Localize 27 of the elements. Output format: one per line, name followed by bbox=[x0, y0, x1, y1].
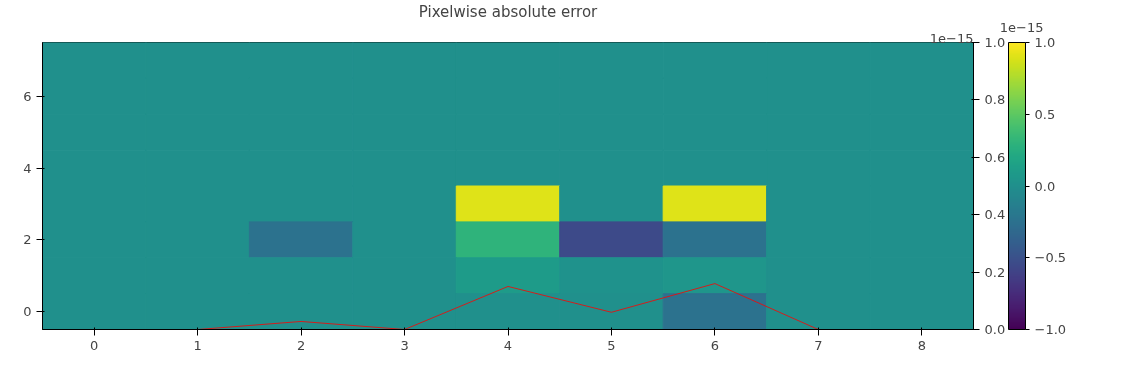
y2-tick-label: 0.6 bbox=[984, 149, 1006, 165]
y2-tick-label: 0.2 bbox=[984, 264, 1006, 280]
annotation: 1e−15 bbox=[929, 30, 974, 46]
y-tick-label: 2 bbox=[23, 232, 32, 248]
y-tick-label: 6 bbox=[23, 88, 32, 104]
y2-tick-label: 1.0 bbox=[984, 35, 1006, 50]
x-tick-label: 5 bbox=[607, 337, 616, 353]
x-tick-label: 6 bbox=[710, 337, 720, 353]
x-tick-label: 8 bbox=[917, 337, 926, 353]
color-bar-label: 0.0 bbox=[1034, 178, 1056, 194]
y2-tick-label: 0.4 bbox=[984, 207, 1006, 223]
x-tick-label: 0 bbox=[90, 337, 99, 353]
text: 1e−15 bbox=[999, 19, 1044, 35]
color-bar-label: 0.5 bbox=[1034, 106, 1056, 122]
y-tick-label: 4 bbox=[23, 160, 32, 176]
x-tick-label: 1 bbox=[193, 337, 202, 353]
x-tick-label: 3 bbox=[400, 337, 409, 353]
y2-tick-label: 0.8 bbox=[984, 92, 1006, 108]
y-tick-label: 0 bbox=[23, 304, 32, 320]
y2-tick-label: 0.0 bbox=[984, 322, 1006, 337]
color-bar-label: −1.0 bbox=[1034, 322, 1067, 337]
x-tick-label: 7 bbox=[814, 337, 823, 353]
x-tick-label: 2 bbox=[296, 337, 306, 353]
color-bar-label: 1.0 bbox=[1034, 35, 1056, 50]
color-bar-label: −0.5 bbox=[1034, 250, 1067, 266]
x-tick-label: 4 bbox=[503, 337, 513, 353]
chart-title: Pixelwise absolute error bbox=[418, 2, 599, 21]
